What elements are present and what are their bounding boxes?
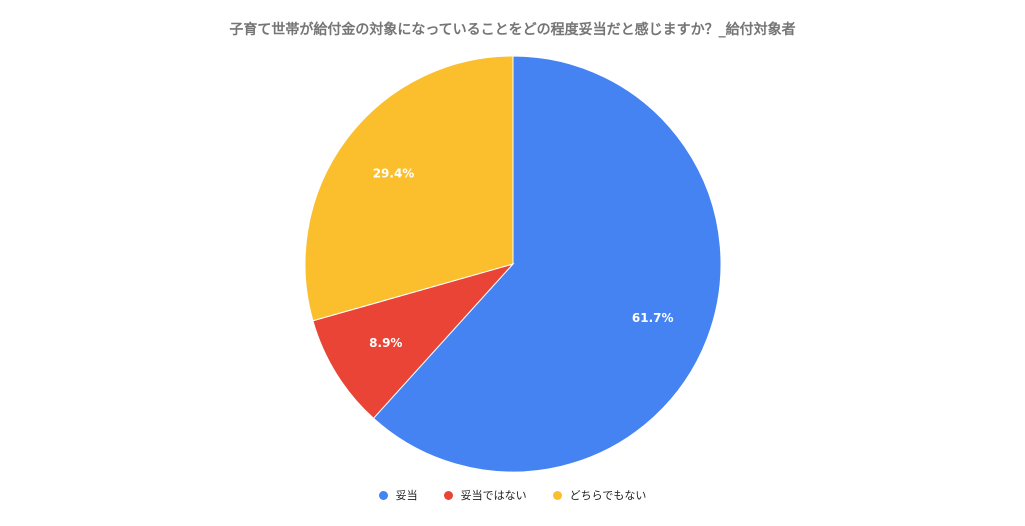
legend-item-2[interactable]: どちらでもない bbox=[552, 487, 647, 503]
data-label-2: 29.4% bbox=[373, 167, 415, 181]
pie-slice-2[interactable] bbox=[304, 55, 514, 322]
legend-dot-2 bbox=[552, 490, 562, 500]
legend-dot-1 bbox=[443, 490, 453, 500]
legend-dot-0 bbox=[378, 490, 388, 500]
legend-item-0[interactable]: 妥当 bbox=[378, 487, 418, 503]
data-label-0: 61.7% bbox=[632, 311, 674, 325]
legend-item-1[interactable]: 妥当ではない bbox=[443, 487, 527, 503]
chart-title: 子育て世帯が給付金の対象になっていることをどの程度妥当だと感じますか？_給付対象… bbox=[229, 22, 796, 38]
legend: 妥当 妥当ではない どちらでもない bbox=[0, 487, 1025, 503]
legend-label-0: 妥当 bbox=[395, 489, 418, 502]
data-label-1: 8.9% bbox=[369, 336, 402, 350]
legend-label-2: どちらでもない bbox=[569, 489, 647, 502]
legend-label-1: 妥当ではない bbox=[460, 489, 527, 502]
pie-slice-1[interactable] bbox=[312, 263, 515, 419]
pie-slice-0[interactable] bbox=[372, 55, 722, 473]
